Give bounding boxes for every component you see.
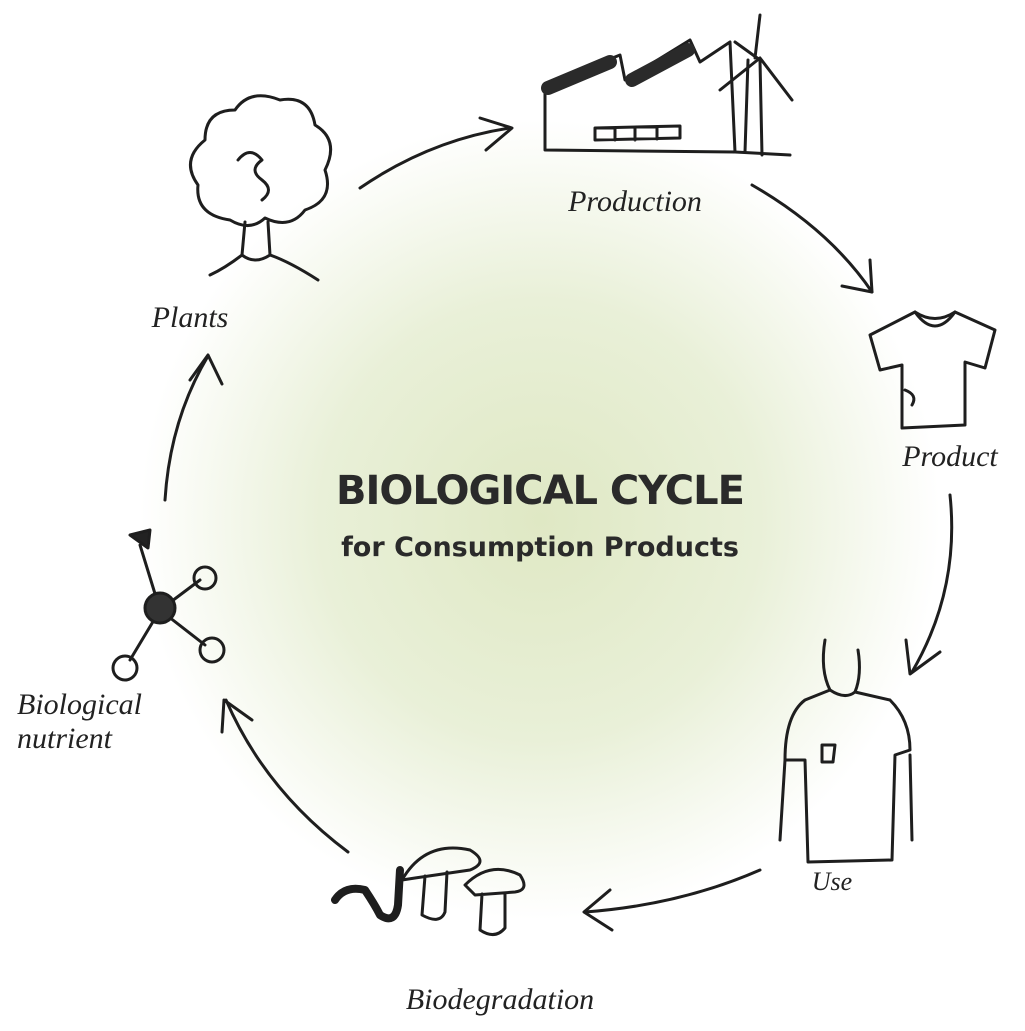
node-label: Product bbox=[902, 440, 998, 474]
page: BIOLOGICAL CYCLE for Consumption Product… bbox=[0, 0, 1025, 1031]
diagram-title: BIOLOGICAL CYCLE bbox=[336, 468, 744, 514]
node-label: Production bbox=[568, 185, 702, 219]
node-label: Biological nutrient bbox=[17, 688, 167, 756]
diagram-subtitle: for Consumption Products bbox=[341, 532, 739, 563]
background-glow bbox=[140, 120, 940, 920]
node-label: Biodegradation bbox=[406, 983, 594, 1017]
node-label: Plants bbox=[152, 301, 229, 335]
node-label: Use bbox=[812, 865, 852, 899]
diagram bbox=[0, 0, 1025, 1031]
